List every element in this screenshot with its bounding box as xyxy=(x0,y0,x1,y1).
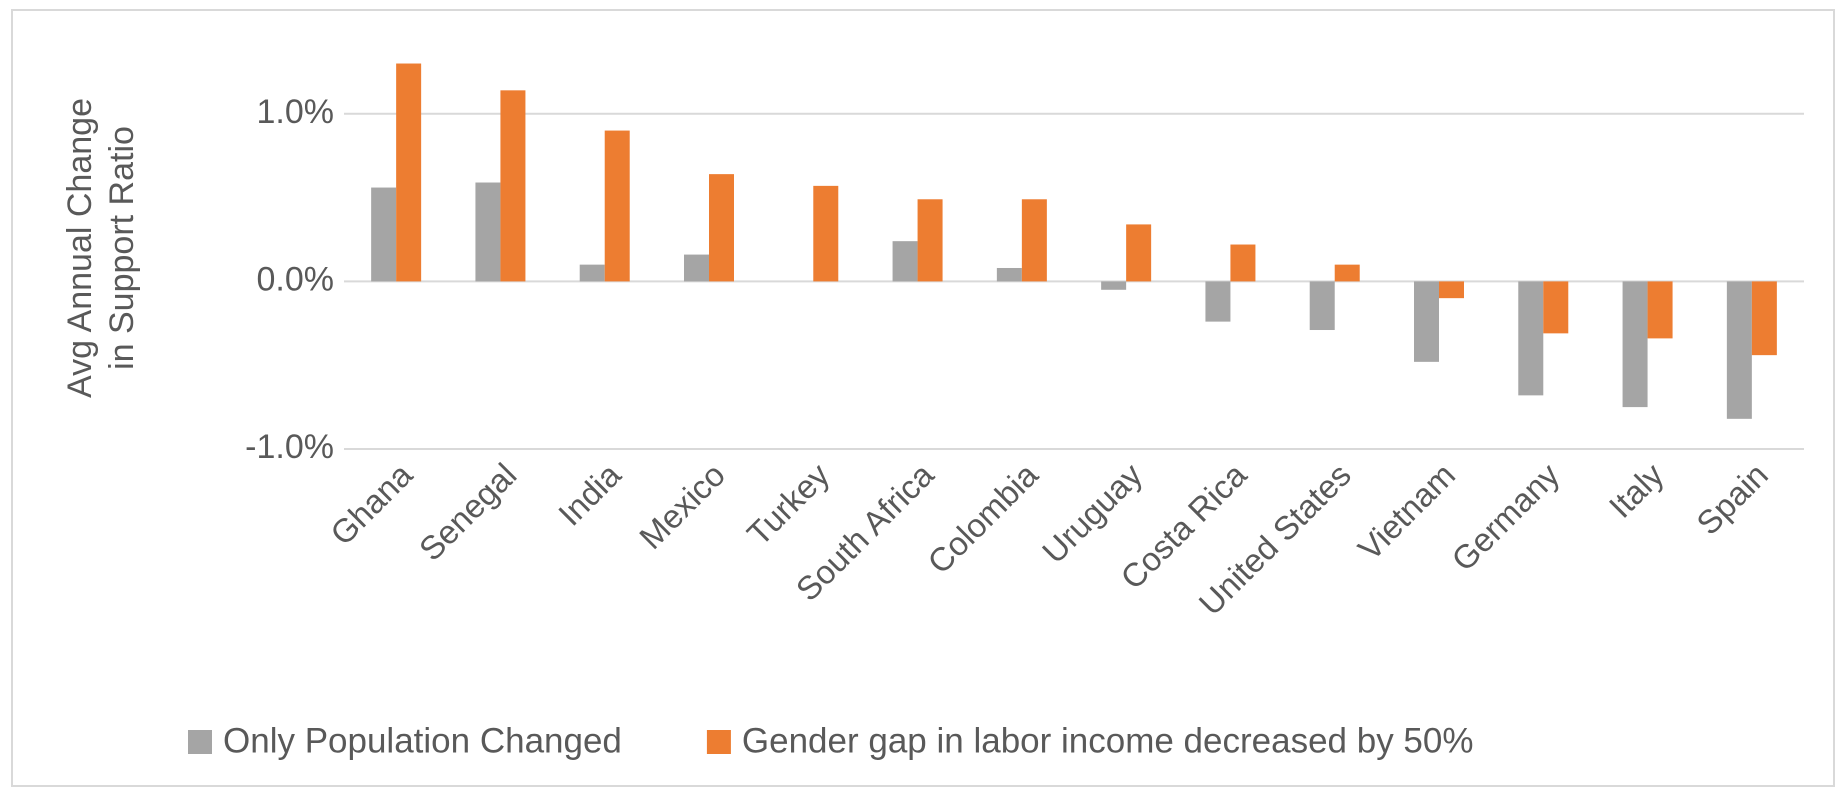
bar xyxy=(500,90,526,282)
bar xyxy=(1518,281,1544,396)
bar xyxy=(1647,281,1673,339)
bar xyxy=(1126,224,1152,282)
bar xyxy=(813,185,839,282)
bar xyxy=(1414,281,1439,362)
bar xyxy=(892,241,918,282)
bar xyxy=(1543,281,1569,334)
bar xyxy=(1622,281,1648,408)
bar xyxy=(684,254,709,282)
bar xyxy=(996,267,1022,282)
bar xyxy=(396,63,422,282)
bar xyxy=(1439,281,1464,299)
bar xyxy=(1726,281,1752,419)
legend-label: Gender gap in labor income decreased by … xyxy=(742,721,1474,760)
y-axis-label: in Support Ratio xyxy=(103,126,141,370)
bar xyxy=(1751,281,1777,356)
bar xyxy=(371,187,397,282)
chart-border xyxy=(11,9,1835,787)
bar xyxy=(1334,264,1360,282)
y-tick-label: 0.0% xyxy=(257,260,335,298)
legend-swatch xyxy=(188,730,212,754)
y-tick-label: 1.0% xyxy=(257,93,335,131)
bar xyxy=(917,199,943,282)
bar xyxy=(475,182,501,282)
y-tick-label: -1.0% xyxy=(245,428,334,466)
bar xyxy=(1230,244,1256,282)
bar xyxy=(709,174,734,282)
bar xyxy=(1309,281,1335,331)
legend-label: Only Population Changed xyxy=(223,721,622,760)
bar xyxy=(1021,199,1047,282)
bar xyxy=(1205,281,1231,322)
bar xyxy=(1101,281,1127,290)
bar xyxy=(604,130,630,282)
y-axis-label: Avg Annual Change xyxy=(61,98,99,398)
bar xyxy=(579,264,605,282)
legend-swatch xyxy=(706,730,731,754)
